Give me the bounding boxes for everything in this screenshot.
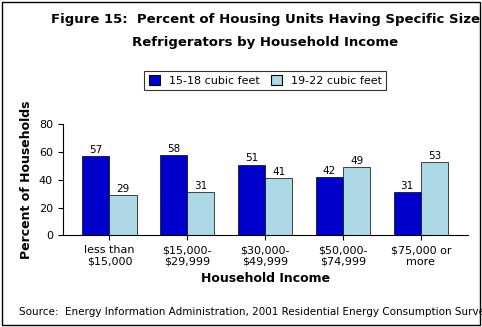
Bar (316, 177, 343, 235)
Y-axis label: Percent of Households: Percent of Households (20, 101, 33, 259)
Text: 57: 57 (89, 145, 102, 155)
Text: 51: 51 (245, 153, 258, 164)
Bar (238, 164, 265, 235)
Text: 41: 41 (272, 167, 285, 177)
Text: 31: 31 (194, 181, 207, 191)
Text: 53: 53 (428, 151, 441, 161)
Text: 42: 42 (323, 166, 336, 176)
Bar (265, 179, 293, 235)
Bar (160, 155, 187, 235)
Text: 29: 29 (116, 184, 130, 194)
Text: Source:  Energy Information Administration, 2001 Residential Energy Consumption : Source: Energy Information Administratio… (19, 307, 482, 317)
Text: Figure 15:  Percent of Housing Units Having Specific Size: Figure 15: Percent of Housing Units Havi… (51, 13, 480, 26)
Text: 49: 49 (350, 156, 363, 166)
Text: 31: 31 (401, 181, 414, 191)
Text: 58: 58 (167, 144, 180, 154)
Bar (187, 192, 214, 235)
Legend: 15-18 cubic feet, 19-22 cubic feet: 15-18 cubic feet, 19-22 cubic feet (144, 71, 386, 90)
Text: Refrigerators by Household Income: Refrigerators by Household Income (132, 36, 398, 49)
Bar (82, 156, 109, 235)
Bar (343, 167, 370, 235)
Bar (394, 192, 421, 235)
X-axis label: Household Income: Household Income (201, 272, 330, 285)
Bar (109, 195, 136, 235)
Bar (421, 162, 448, 235)
